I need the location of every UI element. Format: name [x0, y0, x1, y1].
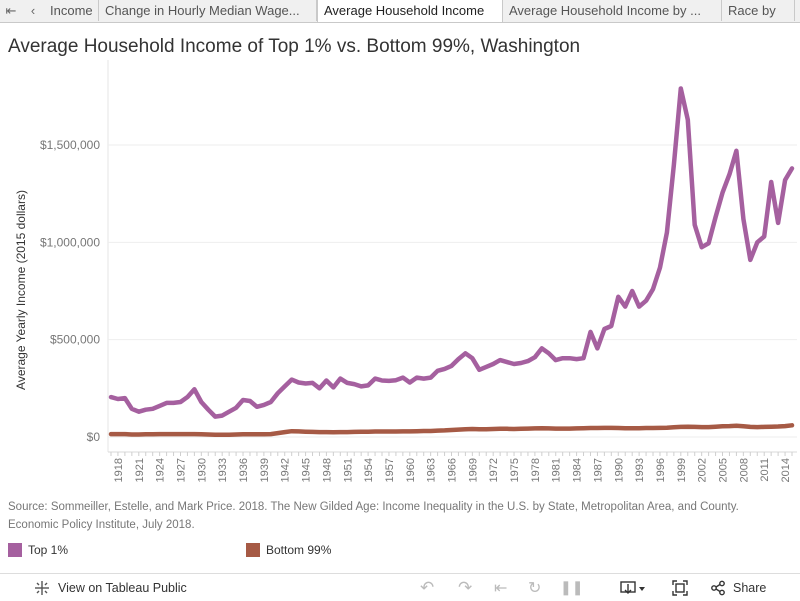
x-tick-label: 2014 — [780, 458, 792, 482]
x-tick-label: 1939 — [259, 458, 271, 482]
x-tick-label: 1960 — [405, 458, 417, 482]
view-on-tableau-button[interactable]: View on Tableau Public — [34, 574, 187, 601]
fullscreen-button[interactable] — [672, 574, 688, 601]
x-tick-label: 1993 — [634, 458, 646, 482]
x-tick-label: 2005 — [718, 458, 730, 482]
y-axis-label: Average Yearly Income (2015 dollars) — [14, 190, 28, 390]
x-tick-label: 1999 — [676, 458, 688, 482]
y-tick-label: $0 — [87, 430, 101, 444]
legend-swatch-bottom-99 — [246, 543, 260, 557]
x-tick-label: 1942 — [280, 458, 292, 482]
x-tick-label: 1996 — [655, 458, 667, 482]
legend-label-bottom-99: Bottom 99% — [266, 543, 332, 557]
x-tick-labels: 1918 1921 1924 1927 1930 1933 1936 1939 1942 1945… — [110, 452, 793, 482]
x-tick-label: 1975 — [509, 458, 521, 482]
redo-button[interactable]: ↷ — [458, 574, 472, 601]
tab-average-household-income[interactable]: Average Household Income — [317, 0, 503, 22]
tab-average-household-income-by[interactable]: Average Household Income by ... — [503, 0, 722, 21]
x-tick-label: 1984 — [572, 458, 584, 482]
tab-bar: ⇤ ‹ Income Change in Hourly Median Wage.… — [0, 0, 800, 23]
y-tick-labels: $0 $500,000 $1,000,000 $1,500,000 — [40, 138, 100, 444]
legend-swatch-top-1 — [8, 543, 22, 557]
tab-race[interactable]: Race by — [722, 0, 795, 21]
bottom-toolbar: View on Tableau Public ↶ ↷ ⇤ ↻ ❚❚ — [0, 573, 800, 601]
x-tick-label: 1963 — [426, 458, 438, 482]
series-lines — [108, 86, 795, 437]
x-tick-label: 1972 — [488, 458, 500, 482]
x-tick-label: 1933 — [217, 458, 229, 482]
y-tick-label: $1,000,000 — [40, 235, 100, 249]
source-note: Source: Sommeiller, Estelle, and Mark Pr… — [8, 501, 739, 531]
pause-icon: ❚❚ — [560, 579, 584, 595]
x-tick-label: 1987 — [592, 458, 604, 482]
chevron-left-icon: ‹ — [30, 3, 36, 18]
undo-button[interactable]: ↶ — [420, 574, 434, 601]
x-tick-label: 1930 — [196, 458, 208, 482]
x-tick-label: 1918 — [113, 458, 125, 482]
tableau-logo-icon — [34, 580, 50, 596]
grid-lines — [107, 60, 797, 453]
redo-icon: ↷ — [458, 577, 473, 597]
series-line-bottom-99[interactable] — [108, 423, 795, 437]
series-line-top-1[interactable] — [108, 86, 795, 419]
x-tick-label: 1981 — [551, 458, 563, 482]
legend-item-top-1[interactable]: Top 1% — [8, 543, 68, 557]
x-tick-label: 2011 — [759, 458, 771, 482]
download-button[interactable] — [620, 574, 646, 601]
download-icon — [620, 580, 646, 596]
y-tick-label: $500,000 — [50, 333, 100, 347]
y-tick-label: $1,500,000 — [40, 138, 100, 152]
x-tick-label: 2008 — [738, 458, 750, 482]
x-tick-label: 1927 — [175, 458, 187, 482]
x-tick-label: 1924 — [155, 458, 167, 482]
fullscreen-icon — [672, 579, 688, 596]
x-tick-label: 1966 — [447, 458, 459, 482]
refresh-button[interactable]: ↻ — [528, 574, 541, 601]
x-tick-label: 1936 — [238, 458, 250, 482]
tab-hourly-median-wage[interactable]: Change in Hourly Median Wage... — [99, 0, 317, 21]
x-tick-label: 1951 — [342, 458, 354, 482]
x-tick-label: 1945 — [301, 458, 313, 482]
legend-label-top-1: Top 1% — [28, 543, 69, 557]
tab-income[interactable]: Income — [44, 0, 99, 21]
x-tick-label: 1957 — [384, 458, 396, 482]
tab-list: Income Change in Hourly Median Wage... A… — [44, 0, 795, 22]
x-tick-label: 2002 — [697, 458, 709, 482]
x-tick-label: 1954 — [363, 458, 375, 482]
x-tick-label: 1978 — [530, 458, 542, 482]
x-tick-label: 1990 — [613, 458, 625, 482]
view-on-tableau-label: View on Tableau Public — [58, 580, 187, 595]
page-title: Average Household Income of Top 1% vs. B… — [8, 36, 581, 57]
share-icon — [710, 580, 726, 596]
x-tick-label: 1921 — [134, 458, 146, 482]
line-chart: $0$500,000$1,000,000$1,500,000 1918 1921 1… — [14, 60, 797, 482]
tab-scroll-left[interactable]: ‹ — [22, 0, 45, 21]
share-button[interactable]: Share — [710, 574, 766, 601]
revert-icon: ⇤ — [494, 579, 508, 597]
first-tab-icon: ⇤ — [5, 2, 17, 18]
pause-button[interactable]: ❚❚ — [560, 574, 583, 601]
share-label: Share — [733, 580, 767, 595]
undo-icon: ↶ — [420, 577, 435, 597]
refresh-icon: ↻ — [528, 579, 542, 597]
x-tick-label: 1969 — [467, 458, 479, 482]
tab-scroll-start[interactable]: ⇤ — [0, 0, 23, 21]
x-tick-label: 1948 — [321, 458, 333, 482]
revert-button[interactable]: ⇤ — [494, 574, 507, 601]
legend-item-bottom-99[interactable]: Bottom 99% — [246, 543, 331, 557]
